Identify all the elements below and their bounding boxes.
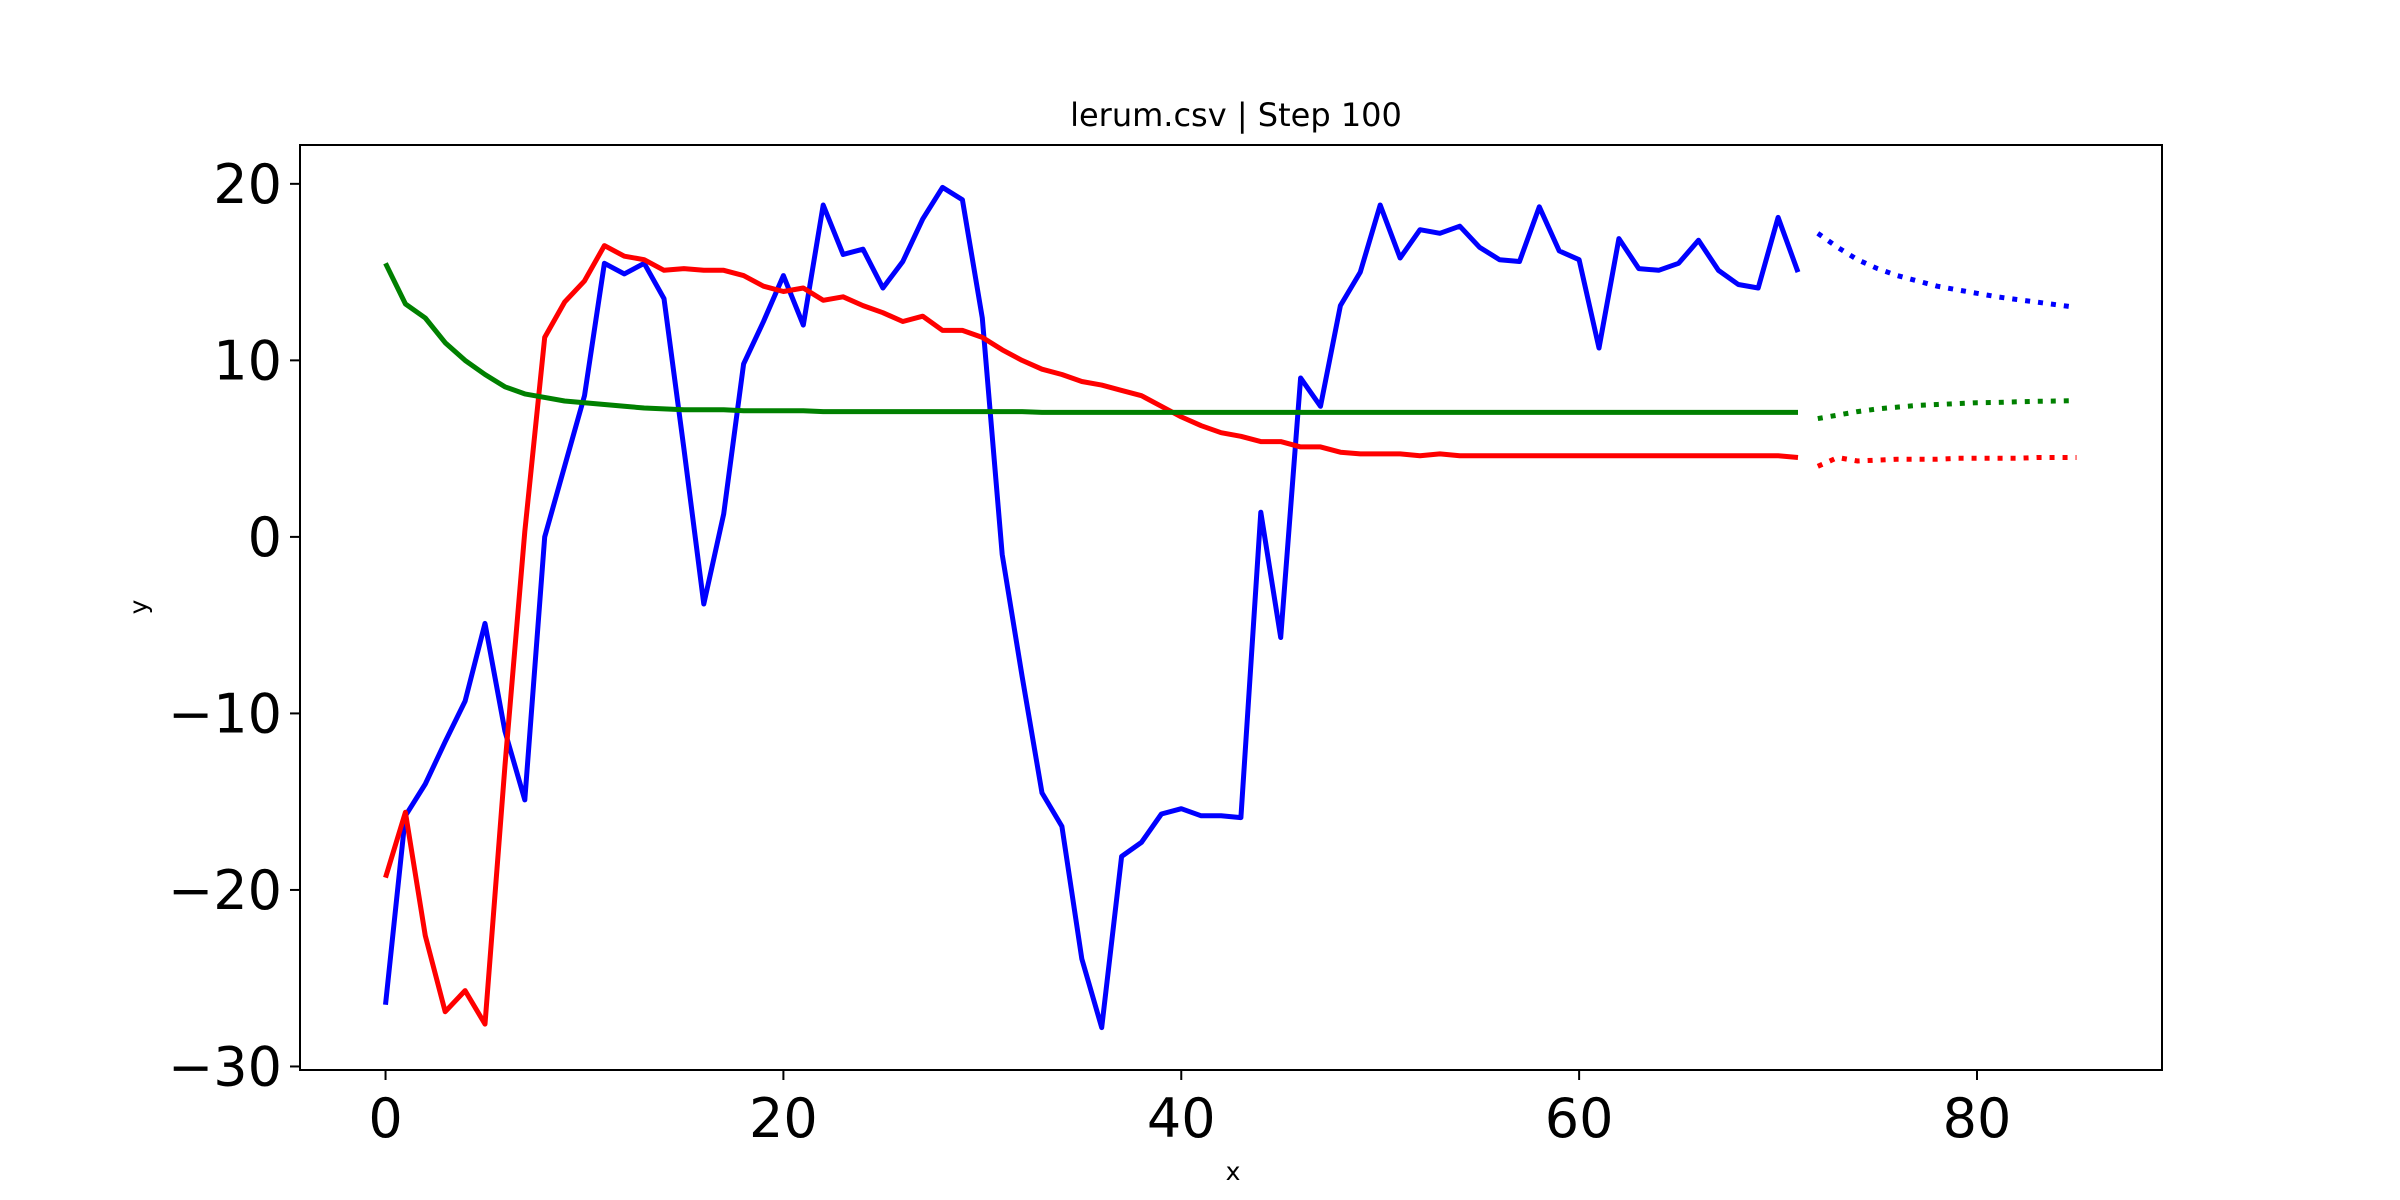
x-tick-label: 0 xyxy=(368,1087,402,1150)
x-tick-label: 40 xyxy=(1147,1087,1216,1150)
forecast-line-1 xyxy=(1817,398,2077,422)
x-tick-label: 60 xyxy=(1545,1087,1614,1150)
y-tick-label: 10 xyxy=(213,329,282,392)
series-line-2 xyxy=(383,262,1798,415)
y-tick-label: −30 xyxy=(168,1035,282,1098)
x-axis-label: x xyxy=(1226,1157,1241,1186)
y-tick-label: 20 xyxy=(213,153,282,216)
y-tick-label: −20 xyxy=(168,859,282,922)
plot-area xyxy=(383,184,2077,1031)
axes-frame xyxy=(299,144,2163,1071)
y-axis: −30 −20 −10 0 10 20 xyxy=(168,153,300,1098)
y-tick-label: 0 xyxy=(248,506,282,569)
series-line-0 xyxy=(383,184,1801,1031)
forecast-line-2 xyxy=(1816,454,2077,469)
series-line-1 xyxy=(383,243,1799,1027)
y-tick-label: −10 xyxy=(168,682,282,745)
chart-title: lerum.csv | Step 100 xyxy=(1070,96,1402,134)
x-axis: 0 20 40 60 80 xyxy=(368,1070,2011,1150)
y-axis-label: y xyxy=(124,599,153,614)
x-tick-label: 80 xyxy=(1943,1087,2012,1150)
x-tick-label: 20 xyxy=(749,1087,818,1150)
